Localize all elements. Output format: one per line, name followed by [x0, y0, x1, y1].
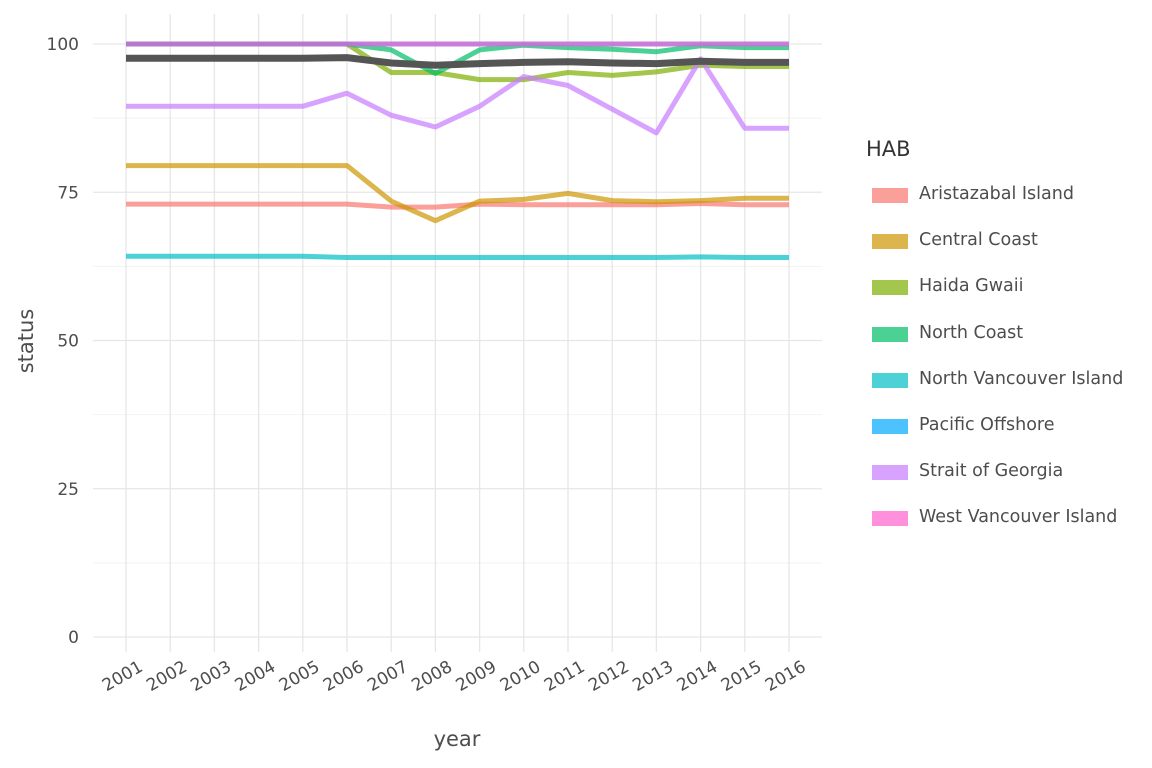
x-tick-label: 2011 — [541, 657, 588, 696]
legend-item: Pacific Offshore — [866, 415, 1055, 461]
legend-key — [872, 280, 908, 296]
legend-key — [872, 372, 908, 388]
y-tick-label: 75 — [57, 183, 79, 203]
legend-label: Haida Gwaii — [919, 276, 1024, 297]
legend-title: HAB — [866, 137, 911, 161]
x-tick-label: 2007 — [364, 657, 411, 696]
legend-label: Central Coast — [919, 230, 1038, 251]
series-lines — [126, 41, 789, 260]
series-line-aristazabal-island — [126, 201, 789, 210]
grid — [93, 14, 822, 652]
overall-line — [126, 54, 789, 69]
x-tick-label: 2016 — [762, 657, 809, 696]
y-tick-labels: 0 25 50 75 100 — [47, 35, 79, 648]
legend-key — [872, 326, 908, 342]
x-tick-label: 2003 — [187, 657, 234, 696]
x-tick-label: 2010 — [497, 657, 544, 696]
legend-item: Haida Gwaii — [866, 276, 1023, 322]
series-line-north-vancouver-island — [126, 253, 789, 260]
y-tick-label: 0 — [68, 628, 79, 648]
legend-item: North Coast — [866, 323, 1023, 369]
legend-item: Central Coast — [866, 230, 1038, 276]
x-tick-label: 2013 — [629, 657, 676, 696]
legend: HAB Aristazabal Island Central Coast Haida… — [866, 136, 1123, 554]
legend-key — [872, 188, 908, 203]
y-tick-label: 100 — [47, 35, 79, 55]
x-tick-label: 2005 — [276, 657, 323, 696]
legend-item: North Vancouver Island — [866, 369, 1123, 415]
x-tick-label: 2004 — [232, 657, 279, 696]
legend-key — [872, 418, 908, 434]
legend-label: North Coast — [919, 322, 1024, 343]
x-tick-label: 2015 — [718, 657, 765, 696]
y-tick-label: 25 — [57, 480, 79, 500]
legend-key — [872, 465, 908, 481]
x-tick-label: 2009 — [453, 657, 500, 696]
legend-items: Aristazabal Island Central Coast Haida Gwa… — [866, 184, 1123, 554]
y-axis-title: status — [14, 309, 38, 374]
legend-key — [872, 234, 908, 250]
legend-label: Strait of Georgia — [919, 461, 1064, 482]
series-line-strait-of-georgia — [126, 56, 789, 136]
x-axis-title: year — [434, 727, 481, 751]
x-tick-label: 2014 — [674, 657, 721, 696]
legend-item: West Vancouver Island — [866, 507, 1117, 553]
legend-label: Pacific Offshore — [919, 414, 1055, 435]
legend-label: North Vancouver Island — [919, 368, 1124, 389]
legend-item: Aristazabal Island — [866, 184, 1074, 230]
legend-key — [872, 511, 908, 527]
x-tick-label: 2012 — [585, 657, 632, 696]
series-line-central-coast — [126, 163, 789, 224]
legend-item: Strait of Georgia — [866, 461, 1063, 507]
legend-label: West Vancouver Island — [919, 507, 1118, 528]
x-tick-label: 2008 — [408, 657, 455, 696]
legend-label: Aristazabal Island — [919, 184, 1074, 204]
x-tick-label: 2002 — [143, 657, 190, 696]
x-tick-label: 2001 — [99, 657, 146, 696]
x-tick-labels: 2001200220032004200520062007200820092010… — [99, 657, 809, 696]
x-tick-label: 2006 — [320, 657, 367, 696]
y-tick-label: 50 — [57, 332, 79, 352]
